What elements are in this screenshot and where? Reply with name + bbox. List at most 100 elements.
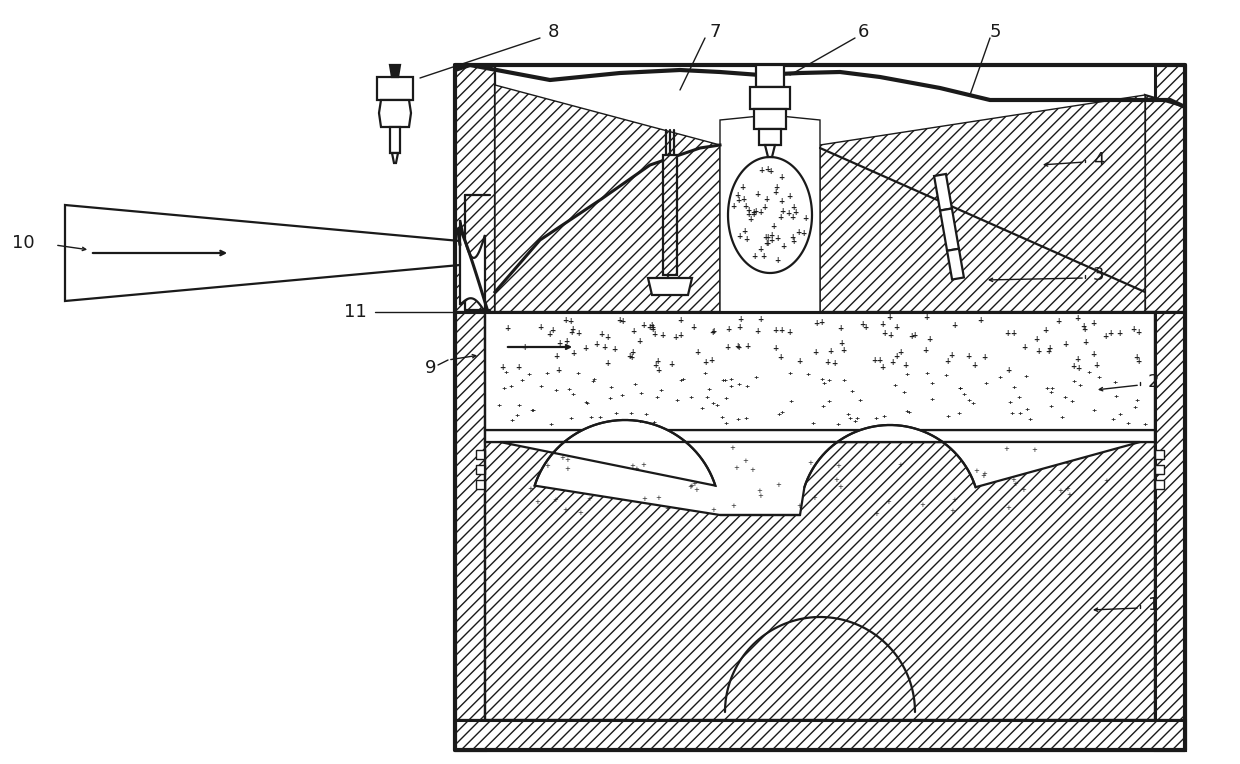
Text: 4: 4: [1092, 151, 1105, 169]
Text: +: +: [780, 410, 785, 416]
Polygon shape: [379, 100, 410, 127]
Text: +: +: [1094, 361, 1100, 371]
Text: +: +: [557, 338, 563, 348]
Text: +: +: [652, 361, 658, 371]
Text: +: +: [949, 507, 955, 513]
Text: +: +: [1064, 461, 1070, 468]
Polygon shape: [377, 77, 413, 100]
Text: +: +: [769, 236, 775, 245]
Text: +: +: [904, 372, 909, 377]
Text: +: +: [734, 465, 739, 471]
Text: +: +: [626, 352, 632, 361]
Text: +: +: [1136, 328, 1142, 337]
Polygon shape: [391, 65, 401, 77]
Text: +: +: [658, 388, 663, 393]
Text: +: +: [764, 233, 770, 242]
Text: +: +: [981, 473, 986, 479]
Text: +: +: [1075, 364, 1081, 373]
Text: +: +: [1035, 347, 1042, 356]
Text: +: +: [508, 384, 513, 389]
Text: +: +: [838, 324, 844, 333]
Text: +: +: [688, 484, 693, 490]
Text: +: +: [570, 391, 575, 397]
Text: +: +: [609, 385, 614, 390]
Text: +: +: [973, 468, 980, 474]
Polygon shape: [1154, 465, 1164, 474]
Polygon shape: [947, 249, 963, 280]
Text: +: +: [1080, 322, 1086, 332]
Text: +: +: [1117, 413, 1122, 417]
Text: +: +: [836, 464, 841, 469]
Text: +: +: [534, 499, 539, 505]
Polygon shape: [754, 109, 786, 129]
Text: +: +: [807, 461, 813, 467]
Text: +: +: [786, 328, 792, 337]
Text: +: +: [879, 320, 885, 329]
Text: +: +: [730, 202, 737, 212]
Text: +: +: [880, 329, 888, 338]
Text: +: +: [632, 382, 637, 387]
Text: +: +: [724, 397, 729, 401]
Text: +: +: [711, 327, 717, 336]
Text: +: +: [887, 331, 893, 340]
Text: +: +: [898, 462, 904, 468]
Text: +: +: [821, 403, 826, 409]
Text: +: +: [711, 401, 715, 406]
Text: +: +: [1142, 422, 1147, 427]
Text: +: +: [517, 403, 522, 408]
Text: +: +: [923, 313, 930, 322]
Text: +: +: [789, 400, 794, 404]
Text: +: +: [1086, 370, 1091, 374]
Text: +: +: [562, 316, 568, 325]
Text: +: +: [569, 325, 575, 334]
Text: +: +: [588, 415, 593, 419]
Text: +: +: [763, 238, 769, 248]
Text: 9: 9: [425, 359, 436, 377]
Text: +: +: [970, 401, 976, 406]
Text: +: +: [587, 496, 591, 502]
Text: +: +: [616, 316, 622, 325]
Text: +: +: [500, 363, 506, 372]
Text: +: +: [554, 388, 559, 393]
Text: +: +: [1024, 407, 1029, 413]
Text: +: +: [997, 375, 1003, 380]
Text: +: +: [591, 377, 596, 382]
Polygon shape: [476, 480, 485, 489]
Text: +: +: [508, 419, 515, 423]
Text: +: +: [680, 377, 686, 382]
Text: +: +: [1078, 383, 1083, 388]
Text: +: +: [570, 349, 577, 358]
Polygon shape: [1154, 450, 1164, 459]
Text: +: +: [740, 195, 746, 203]
Text: +: +: [708, 355, 715, 364]
Text: +: +: [714, 403, 720, 408]
Text: +: +: [796, 358, 802, 366]
Text: +: +: [544, 371, 549, 376]
Polygon shape: [455, 65, 495, 312]
Text: +: +: [637, 419, 644, 423]
Text: +: +: [549, 325, 556, 335]
Text: +: +: [957, 386, 962, 391]
Text: +: +: [742, 458, 748, 464]
Text: +: +: [760, 252, 766, 261]
Polygon shape: [765, 145, 775, 157]
Text: +: +: [873, 416, 878, 421]
Text: +: +: [720, 378, 725, 384]
Text: +: +: [929, 381, 934, 387]
Text: +: +: [1126, 421, 1131, 426]
Text: +: +: [737, 322, 743, 332]
Text: +: +: [704, 395, 709, 400]
Text: +: +: [725, 325, 732, 334]
Text: +: +: [779, 173, 785, 182]
Polygon shape: [391, 127, 401, 153]
Text: +: +: [849, 389, 854, 394]
Polygon shape: [500, 420, 1140, 515]
Text: +: +: [735, 417, 742, 422]
Text: +: +: [547, 330, 553, 339]
Text: +: +: [957, 386, 963, 390]
Text: +: +: [763, 233, 769, 242]
Text: +: +: [665, 506, 670, 512]
Text: +: +: [873, 510, 879, 516]
Text: +: +: [827, 399, 832, 404]
Text: 11: 11: [345, 303, 367, 321]
